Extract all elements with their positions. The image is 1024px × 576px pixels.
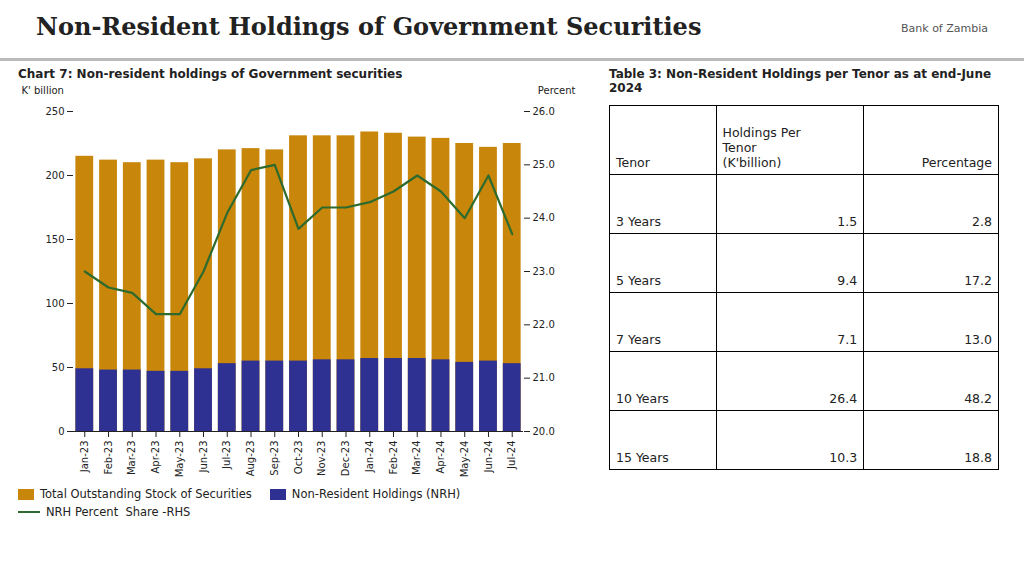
svg-text:22.0: 22.0 — [533, 319, 555, 330]
svg-text:Jul-24: Jul-24 — [506, 441, 517, 470]
html-text:NRH Percent Share -RHS: NRH Percent Share -RHS — [46, 505, 191, 519]
svg-text:21.0: 21.0 — [533, 372, 555, 383]
svg-text:May-23: May-23 — [174, 441, 185, 478]
html-text:7.1: 7.1 — [837, 332, 858, 347]
html-text:10.3: 10.3 — [829, 450, 858, 465]
svg-text:Jun-23: Jun-23 — [198, 441, 209, 474]
html-text:3 Years: 3 Years — [616, 214, 661, 229]
svg-text:25.0: 25.0 — [533, 159, 555, 170]
html-text:13.0: 13.0 — [964, 332, 992, 347]
svg-text:200: 200 — [45, 170, 64, 181]
svg-text:Nov-23: Nov-23 — [316, 441, 327, 477]
html-text:Holdings Per Tenor (K'billion): Holdings Per Tenor (K'billion) — [722, 125, 801, 170]
svg-text:Sep-23: Sep-23 — [269, 441, 280, 476]
svg-text:Oct-23: Oct-23 — [293, 441, 304, 475]
html-text:Non-Resident Holdings (NRH): Non-Resident Holdings (NRH) — [291, 487, 461, 501]
html-text:17.2: 17.2 — [964, 273, 992, 288]
svg-text:Jun-24: Jun-24 — [483, 441, 494, 474]
svg-text:100: 100 — [45, 298, 64, 309]
html-text:10 Years: 10 Years — [616, 391, 669, 406]
html-text:2.8: 2.8 — [972, 214, 992, 229]
svg-text:Feb-24: Feb-24 — [388, 441, 399, 475]
svg-text:Mar-24: Mar-24 — [411, 441, 422, 476]
html-text:48.2: 48.2 — [964, 391, 992, 406]
html-text:Non-Resident Holdings of Gover: Non-Resident Holdings of Government Secu… — [36, 12, 702, 41]
svg-text:26.0: 26.0 — [533, 106, 555, 117]
svg-text:24.0: 24.0 — [533, 212, 555, 223]
svg-text:20.0: 20.0 — [533, 426, 555, 437]
svg-text:Percent: Percent — [538, 85, 576, 96]
svg-text:Apr-23: Apr-23 — [150, 441, 161, 474]
svg-text:May-24: May-24 — [459, 441, 470, 478]
svg-text:Jul-23: Jul-23 — [221, 441, 232, 470]
svg-text:Dec-23: Dec-23 — [340, 441, 351, 477]
html-text:Bank of Zambia: Bank of Zambia — [901, 22, 988, 35]
html-text:Tenor: Tenor — [616, 155, 650, 170]
html-text:18.8: 18.8 — [964, 450, 992, 465]
html-text:Chart 7: Non-resident holdings: Chart 7: Non-resident holdings of Govern… — [18, 67, 403, 81]
svg-text:250: 250 — [45, 106, 64, 117]
svg-text:Jan-24: Jan-24 — [364, 441, 375, 474]
html-text:26.4: 26.4 — [829, 391, 858, 406]
svg-text:Mar-23: Mar-23 — [126, 441, 137, 476]
svg-text:Apr-24: Apr-24 — [435, 441, 446, 474]
html-text:1.5: 1.5 — [837, 214, 858, 229]
html-text:Percentage: Percentage — [921, 155, 992, 170]
svg-text:150: 150 — [45, 234, 64, 245]
svg-text:23.0: 23.0 — [533, 266, 555, 277]
html-text:9.4: 9.4 — [837, 273, 858, 288]
svg-text:Aug-23: Aug-23 — [245, 441, 256, 477]
svg-text:0: 0 — [58, 426, 64, 437]
html-text:15 Years: 15 Years — [616, 450, 669, 465]
html-text:5 Years: 5 Years — [616, 273, 661, 288]
svg-text:K' billion: K' billion — [22, 85, 64, 96]
svg-text:Feb-23: Feb-23 — [103, 441, 114, 475]
html-text:Total Outstanding Stock of Sec: Total Outstanding Stock of Securities — [40, 487, 252, 501]
html-text:Table 3: Non-Resident Holdings: Table 3: Non-Resident Holdings per Tenor… — [609, 67, 992, 95]
svg-text:50: 50 — [52, 362, 65, 373]
svg-text:Jan-23: Jan-23 — [79, 441, 90, 474]
html-text:7 Years: 7 Years — [616, 332, 661, 347]
